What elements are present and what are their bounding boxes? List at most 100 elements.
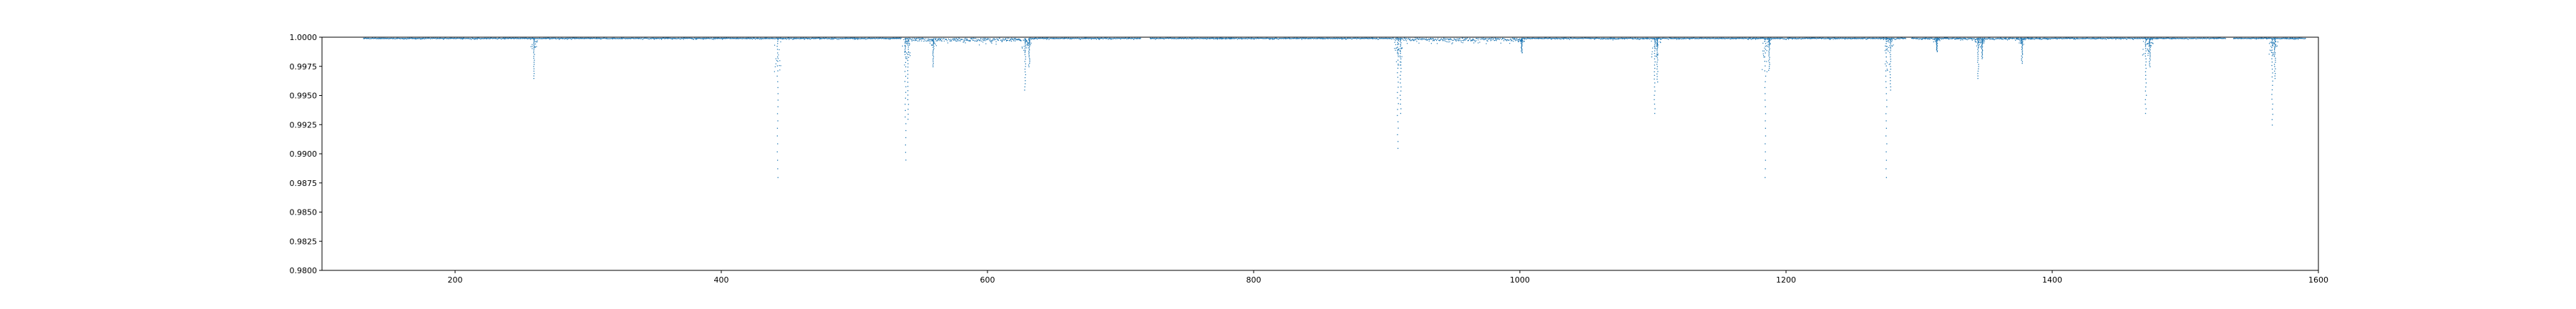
data-point bbox=[766, 37, 768, 39]
data-point bbox=[1028, 46, 1030, 48]
data-point bbox=[637, 37, 638, 39]
data-point bbox=[1028, 44, 1030, 46]
data-point bbox=[1745, 38, 1747, 39]
data-point bbox=[629, 38, 630, 39]
data-point bbox=[1397, 53, 1399, 54]
data-point bbox=[1657, 71, 1659, 72]
data-point bbox=[1886, 143, 1888, 144]
data-point bbox=[1138, 37, 1140, 39]
data-point bbox=[928, 40, 930, 41]
data-point bbox=[1886, 46, 1888, 47]
data-point bbox=[1083, 38, 1085, 39]
data-point bbox=[1397, 67, 1399, 69]
data-point bbox=[1157, 38, 1158, 39]
data-point bbox=[2021, 59, 2022, 61]
data-point bbox=[2188, 37, 2190, 39]
data-point bbox=[438, 38, 439, 39]
data-point bbox=[1726, 38, 1727, 39]
data-point bbox=[1008, 40, 1010, 41]
data-point bbox=[1542, 38, 1543, 39]
data-point bbox=[1936, 47, 1938, 49]
data-point bbox=[1320, 38, 1322, 39]
data-point bbox=[431, 38, 433, 39]
data-point bbox=[1579, 38, 1581, 39]
data-point bbox=[2260, 37, 2261, 39]
data-point bbox=[1482, 38, 1483, 39]
data-point bbox=[1792, 38, 1794, 39]
data-point bbox=[932, 64, 934, 66]
data-point bbox=[1599, 38, 1601, 39]
data-point bbox=[1471, 40, 1473, 41]
data-point bbox=[1873, 38, 1874, 39]
data-point bbox=[2182, 38, 2184, 39]
data-point bbox=[1603, 37, 1604, 39]
data-point bbox=[426, 38, 427, 39]
data-point bbox=[506, 38, 507, 39]
data-point bbox=[522, 37, 523, 39]
data-point bbox=[1887, 38, 1888, 39]
data-point bbox=[1547, 38, 1548, 39]
data-point bbox=[1980, 46, 1981, 48]
data-point bbox=[662, 37, 663, 39]
data-point bbox=[1775, 38, 1776, 39]
data-point bbox=[1237, 37, 1239, 39]
data-point bbox=[1736, 38, 1737, 39]
data-point bbox=[2244, 38, 2245, 39]
data-point bbox=[1524, 38, 1526, 39]
data-point bbox=[708, 37, 709, 39]
data-point bbox=[1218, 38, 1219, 39]
data-point bbox=[947, 42, 949, 44]
data-point bbox=[1425, 37, 1427, 39]
data-point bbox=[1248, 37, 1249, 39]
data-point bbox=[1769, 44, 1770, 46]
data-point bbox=[2160, 37, 2162, 39]
data-point bbox=[904, 42, 906, 44]
data-point bbox=[1928, 37, 1930, 39]
data-point bbox=[1689, 38, 1691, 39]
data-point bbox=[972, 39, 973, 41]
data-point bbox=[893, 37, 894, 39]
data-point bbox=[1880, 38, 1883, 39]
data-point bbox=[2145, 74, 2147, 76]
data-point bbox=[2200, 38, 2202, 39]
data-point bbox=[1701, 37, 1702, 39]
data-point bbox=[371, 37, 374, 39]
data-point bbox=[1890, 38, 1892, 39]
data-point bbox=[1000, 39, 1001, 41]
data-point bbox=[2021, 57, 2023, 58]
data-point bbox=[1952, 38, 1953, 39]
x-tick-label: 400 bbox=[714, 275, 729, 285]
data-point bbox=[497, 38, 499, 39]
data-point bbox=[905, 129, 907, 132]
data-point bbox=[429, 37, 430, 39]
data-point bbox=[1397, 56, 1399, 57]
data-point bbox=[1480, 37, 1482, 39]
data-point bbox=[2062, 38, 2064, 39]
data-point bbox=[1023, 40, 1025, 41]
data-point bbox=[1029, 41, 1030, 42]
data-point bbox=[2152, 38, 2154, 39]
data-point bbox=[1924, 38, 1926, 39]
data-point bbox=[473, 38, 474, 39]
data-point bbox=[982, 39, 984, 41]
data-point bbox=[2009, 37, 2011, 39]
data-point bbox=[1418, 42, 1420, 44]
data-point bbox=[1943, 37, 1946, 39]
data-point bbox=[1981, 46, 1984, 47]
data-point bbox=[1936, 49, 1938, 51]
y-tick-label: 0.9850 bbox=[290, 208, 318, 217]
data-point bbox=[1041, 38, 1043, 39]
data-point bbox=[1051, 38, 1053, 39]
data-point bbox=[1852, 38, 1853, 39]
data-point bbox=[907, 54, 909, 55]
data-point bbox=[825, 37, 826, 39]
data-point bbox=[1397, 54, 1399, 56]
data-point bbox=[2192, 38, 2194, 39]
data-point bbox=[828, 38, 829, 39]
data-point bbox=[1197, 38, 1199, 39]
data-point bbox=[479, 38, 481, 39]
data-point bbox=[1065, 38, 1066, 39]
data-point bbox=[1025, 46, 1026, 48]
data-point bbox=[1027, 45, 1028, 46]
